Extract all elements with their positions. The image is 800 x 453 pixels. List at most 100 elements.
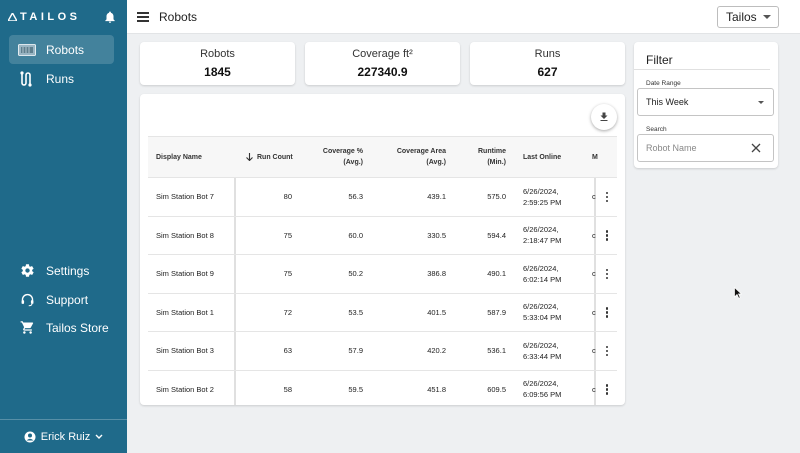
- more-vert-icon: [605, 230, 609, 241]
- route-icon: [18, 70, 36, 88]
- cell-name: Sim Station Bot 1: [156, 307, 214, 317]
- last-online-time: 6:09:56 PM: [523, 390, 562, 400]
- cell-runtime: 575.0: [487, 192, 506, 202]
- row-menu-button[interactable]: [602, 294, 612, 332]
- cell-last-online: 6/26/2024, 6:33:44 PM: [523, 332, 578, 370]
- sidebar-item-label: Settings: [46, 263, 90, 278]
- stat-label: Robots: [200, 48, 235, 60]
- cell-runtime: 594.4: [487, 230, 506, 240]
- row-menu-button[interactable]: [602, 371, 612, 406]
- sidebar-item-tailos-store[interactable]: Tailos Store: [9, 313, 114, 342]
- robots-table: Display Name Run Count Coverage % (Avg.) …: [148, 136, 617, 405]
- headset-icon: [18, 291, 36, 309]
- last-online-date: 6/26/2024,: [523, 186, 559, 196]
- stat-value: 227340.9: [357, 65, 408, 79]
- cell-last-online: 6/26/2024, 5:33:04 PM: [523, 294, 578, 332]
- cell-coverage: 56.3: [348, 192, 363, 202]
- row-menu-button[interactable]: [602, 255, 612, 293]
- date-range-label: Date Range: [646, 80, 681, 87]
- header-label: Runtime: [478, 148, 506, 155]
- stat-card-coverage: Coverage ft² 227340.9: [305, 42, 460, 85]
- cell-runs: 75: [283, 269, 292, 279]
- sidebar-item-label: Robots: [46, 42, 85, 57]
- cell-truncated: c: [592, 192, 596, 202]
- table-row[interactable]: Sim Station Bot 7 80 56.3 439.1 575.0 6/…: [148, 178, 617, 217]
- more-vert-icon: [605, 268, 609, 279]
- sidebar-item-label: Tailos Store: [46, 320, 109, 335]
- header-label: (Avg.): [426, 159, 446, 166]
- caret-down-icon: [763, 15, 771, 19]
- header-label: Run Count: [257, 153, 293, 161]
- table-row[interactable]: Sim Station Bot 8 75 60.0 330.5 594.4 6/…: [148, 217, 617, 255]
- user-menu[interactable]: Erick Ruiz: [0, 419, 127, 453]
- download-button[interactable]: [591, 104, 617, 130]
- cell-coverage: 50.2: [348, 269, 363, 279]
- table-row[interactable]: Sim Station Bot 3 63 57.9 420.2 536.1 6/…: [148, 332, 617, 371]
- close-icon[interactable]: [751, 143, 761, 153]
- last-online-date: 6/26/2024,: [523, 340, 559, 350]
- account-circle-icon: [24, 431, 36, 443]
- sidebar-item-support[interactable]: Support: [9, 285, 114, 314]
- last-online-time: 6:33:44 PM: [523, 351, 562, 361]
- header-label: Coverage %: [322, 148, 363, 155]
- cell-last-online: 6/26/2024, 2:59:25 PM: [523, 178, 578, 216]
- stat-value: 627: [537, 65, 558, 79]
- date-range-select[interactable]: This Week: [637, 88, 774, 116]
- last-online-time: 2:18:47 PM: [523, 236, 562, 246]
- cell-area: 330.5: [427, 230, 446, 240]
- cell-name: Sim Station Bot 7: [156, 192, 214, 202]
- header-runtime[interactable]: Runtime (Min.): [450, 137, 506, 177]
- header-label: (Min.): [487, 159, 506, 166]
- search-input[interactable]: Robot Name: [637, 134, 774, 162]
- chevron-down-icon: [95, 434, 103, 440]
- header-coverage-area[interactable]: Coverage Area (Avg.): [370, 137, 446, 177]
- table-row[interactable]: Sim Station Bot 9 75 50.2 386.8 490.1 6/…: [148, 255, 617, 294]
- cell-runs: 58: [283, 384, 292, 394]
- sidebar-item-robots[interactable]: Robots: [9, 35, 114, 64]
- bell-icon[interactable]: [103, 10, 117, 24]
- cell-coverage: 57.9: [348, 346, 363, 356]
- mouse-cursor-icon: [734, 287, 742, 299]
- sidebar-item-runs[interactable]: Runs: [9, 64, 114, 93]
- row-menu-button[interactable]: [602, 178, 612, 216]
- more-vert-icon: [605, 345, 609, 356]
- download-icon: [600, 112, 608, 121]
- column-divider: [234, 136, 236, 405]
- brand-logo: TAILOS: [0, 0, 127, 34]
- cell-area: 420.2: [427, 346, 446, 356]
- cell-coverage: 53.5: [348, 307, 363, 317]
- cell-runs: 72: [283, 307, 292, 317]
- cell-coverage: 60.0: [348, 230, 363, 240]
- cell-last-online: 6/26/2024, 6:02:14 PM: [523, 255, 578, 293]
- cell-truncated: c: [592, 384, 596, 394]
- sidebar: TAILOS Robots Runs Settings Support Tail…: [0, 0, 127, 453]
- cell-coverage: 59.5: [348, 384, 363, 394]
- cell-area: 386.8: [427, 269, 446, 279]
- table-row[interactable]: Sim Station Bot 2 58 59.5 451.8 609.5 6/…: [148, 371, 617, 406]
- cell-name: Sim Station Bot 8: [156, 230, 214, 240]
- row-menu-button[interactable]: [602, 332, 612, 370]
- date-range-value: This Week: [646, 97, 689, 107]
- header-coverage[interactable]: Coverage % (Avg.): [298, 137, 363, 177]
- last-online-date: 6/26/2024,: [523, 379, 559, 389]
- cell-runtime: 536.1: [487, 346, 506, 356]
- header-label: (Avg.): [343, 159, 363, 166]
- org-select[interactable]: Tailos: [717, 6, 779, 28]
- last-online-time: 6:02:14 PM: [523, 274, 562, 284]
- stat-value: 1845: [204, 65, 231, 79]
- filter-title: Filter: [634, 42, 770, 70]
- last-online-date: 6/26/2024,: [523, 225, 559, 235]
- hamburger-menu-icon[interactable]: [137, 11, 149, 22]
- last-online-time: 5:33:04 PM: [523, 313, 562, 323]
- row-menu-button[interactable]: [602, 217, 612, 255]
- last-online-date: 6/26/2024,: [523, 302, 559, 312]
- sidebar-item-settings[interactable]: Settings: [9, 256, 114, 285]
- logo-triangle-icon: [8, 13, 17, 21]
- header-display-name[interactable]: Display Name: [156, 153, 202, 161]
- cell-last-online: 6/26/2024, 2:18:47 PM: [523, 217, 578, 255]
- header-last-online[interactable]: Last Online: [523, 153, 562, 161]
- table-header-row: Display Name Run Count Coverage % (Avg.) …: [148, 136, 617, 178]
- robots-table-card: Display Name Run Count Coverage % (Avg.) …: [140, 94, 625, 405]
- header-run-count[interactable]: Run Count: [246, 137, 295, 177]
- table-row[interactable]: Sim Station Bot 1 72 53.5 401.5 587.9 6/…: [148, 294, 617, 332]
